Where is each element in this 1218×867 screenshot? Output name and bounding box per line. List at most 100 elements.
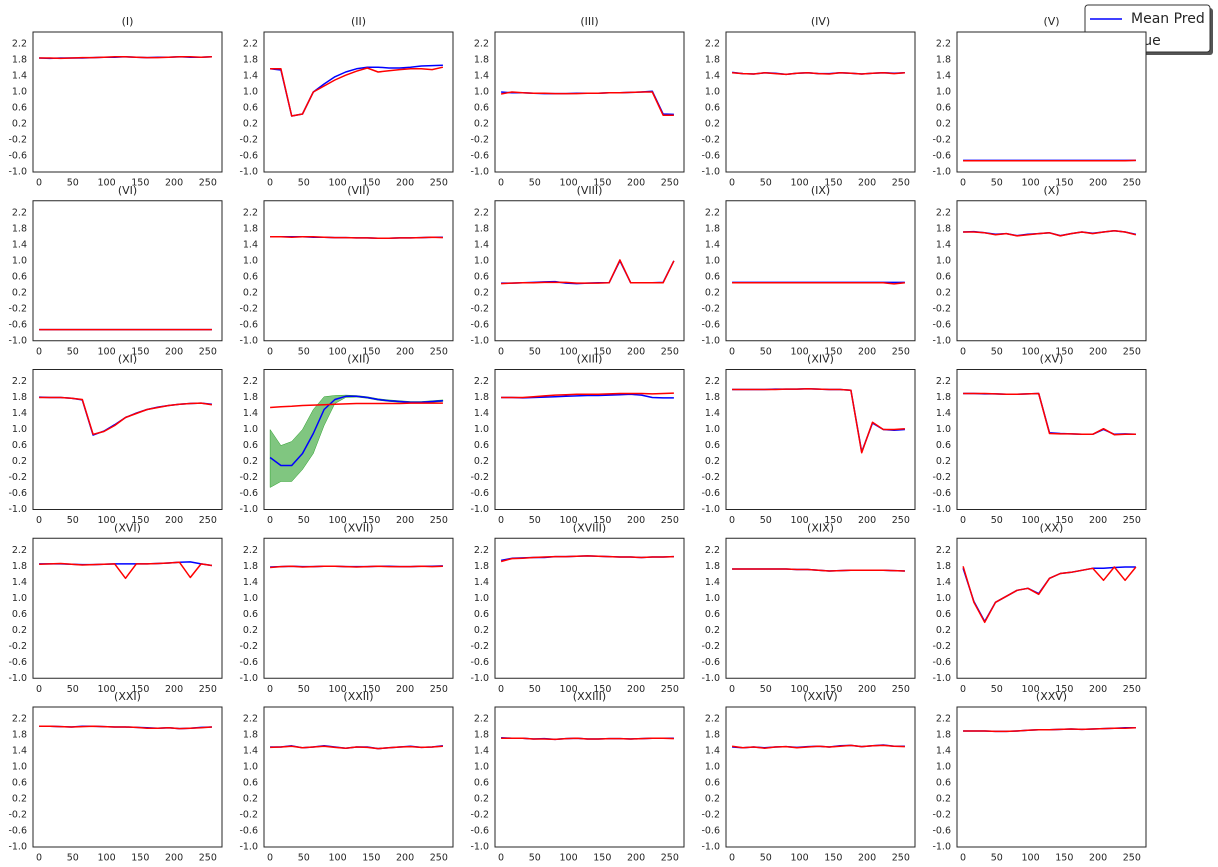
- x-tick-label: 150: [593, 853, 611, 864]
- y-tick-label: 2.2: [12, 39, 27, 50]
- y-tick-label: 1.0: [243, 255, 258, 266]
- y-tick-label: 1.0: [474, 87, 489, 98]
- panel-title: (V): [1043, 15, 1059, 28]
- x-tick-label: 150: [824, 178, 842, 189]
- y-tick-label: 0.2: [12, 625, 27, 636]
- y-tick-label: 1.4: [12, 577, 27, 588]
- y-tick-label: -0.6: [470, 319, 489, 330]
- y-tick-label: -0.6: [239, 151, 258, 162]
- series-line: [501, 259, 675, 285]
- y-tick-label: 1.0: [243, 87, 258, 98]
- x-tick-label: 250: [430, 515, 448, 526]
- y-tick-label: -0.6: [932, 488, 951, 499]
- legend-label: Mean Pred: [1131, 11, 1205, 27]
- y-tick-label: 1.4: [12, 408, 27, 419]
- y-tick-label: 0.2: [705, 625, 720, 636]
- plot-clip: [500, 555, 674, 563]
- plot-area: [956, 200, 1147, 342]
- y-tick-label: 1.0: [936, 87, 951, 98]
- x-tick-label: 150: [362, 346, 380, 357]
- x-tick-label: 0: [36, 346, 42, 357]
- x-tick-label: 250: [661, 346, 679, 357]
- x-tick-label: 50: [760, 853, 772, 864]
- y-tick-label: 2.2: [243, 207, 258, 218]
- y-tick-label: 1.0: [936, 762, 951, 773]
- y-tick-label: 1.0: [12, 424, 27, 435]
- x-tick-label: 200: [858, 853, 876, 864]
- x-tick-label: 200: [396, 853, 414, 864]
- y-tick-label: 1.8: [936, 55, 951, 66]
- x-tick-label: 150: [824, 853, 842, 864]
- y-tick-label: 1.0: [243, 424, 258, 435]
- x-tick-label: 150: [824, 684, 842, 695]
- plot-clip: [732, 387, 905, 454]
- y-tick-label: 1.4: [12, 746, 27, 757]
- y-tick-label: -0.2: [8, 303, 27, 314]
- x-tick-label: 150: [1055, 346, 1073, 357]
- x-tick-label: 0: [498, 684, 504, 695]
- y-tick-label: 1.8: [705, 561, 720, 572]
- y-tick-label: 0.6: [243, 271, 258, 282]
- series-line: [39, 56, 212, 60]
- x-tick-label: 150: [131, 515, 149, 526]
- plot-area: [956, 31, 1147, 173]
- x-tick-label: 150: [593, 178, 611, 189]
- y-tick-label: 1.0: [12, 593, 27, 604]
- x-tick-label: 200: [858, 178, 876, 189]
- x-tick-label: 100: [329, 853, 347, 864]
- y-tick-label: -0.6: [701, 657, 720, 668]
- series-line: [39, 561, 213, 580]
- x-tick-label: 100: [791, 684, 809, 695]
- plot-area: [494, 31, 685, 173]
- y-tick-label: -0.2: [239, 135, 258, 146]
- x-tick-label: 200: [165, 178, 183, 189]
- x-tick-label: 0: [36, 178, 42, 189]
- panel-title: (IX): [811, 184, 830, 197]
- y-tick-label: 1.8: [243, 223, 258, 234]
- x-tick-label: 250: [430, 684, 448, 695]
- series-line: [501, 392, 674, 399]
- y-tick-label: -0.6: [239, 488, 258, 499]
- plot-clip: [501, 737, 674, 741]
- y-tick-label: -0.6: [470, 151, 489, 162]
- y-tick-label: -0.6: [8, 151, 27, 162]
- y-tick-label: 0.2: [12, 287, 27, 298]
- y-tick-label: 0.2: [12, 119, 27, 130]
- y-tick-label: -0.6: [470, 826, 489, 837]
- x-tick-label: 0: [267, 346, 273, 357]
- x-tick-label: 250: [892, 684, 910, 695]
- y-tick-label: -0.2: [470, 641, 489, 652]
- y-tick-label: -1.0: [239, 504, 258, 515]
- x-tick-label: 150: [824, 346, 842, 357]
- x-tick-label: 200: [858, 515, 876, 526]
- y-tick-label: -0.2: [8, 641, 27, 652]
- panel-title: (XV): [1040, 353, 1064, 366]
- x-tick-label: 250: [199, 684, 217, 695]
- x-tick-label: 250: [199, 178, 217, 189]
- x-tick-label: 150: [1055, 853, 1073, 864]
- y-tick-label: 0.2: [936, 625, 951, 636]
- y-tick-label: -0.6: [701, 488, 720, 499]
- y-tick-label: 0.2: [474, 287, 489, 298]
- y-tick-label: -0.6: [8, 826, 27, 837]
- y-tick-label: 0.2: [705, 287, 720, 298]
- plot-clip: [732, 281, 905, 285]
- y-tick-label: 1.4: [705, 71, 720, 82]
- plot-area: [725, 369, 916, 510]
- x-tick-label: 0: [960, 853, 966, 864]
- x-tick-label: 100: [560, 178, 578, 189]
- y-tick-label: -1.0: [470, 167, 489, 178]
- y-tick-label: 1.4: [474, 71, 489, 82]
- y-tick-label: 1.0: [936, 593, 951, 604]
- x-tick-label: 250: [1123, 853, 1141, 864]
- y-tick-label: -0.2: [8, 135, 27, 146]
- x-tick-label: 200: [1089, 853, 1107, 864]
- y-tick-label: 1.4: [474, 408, 489, 419]
- y-tick-label: 1.8: [243, 55, 258, 66]
- plot-area: [725, 706, 916, 848]
- x-tick-label: 250: [199, 515, 217, 526]
- y-tick-label: 1.8: [936, 392, 951, 403]
- y-tick-label: 2.2: [705, 207, 720, 218]
- x-tick-label: 200: [858, 346, 876, 357]
- series-line: [731, 744, 905, 749]
